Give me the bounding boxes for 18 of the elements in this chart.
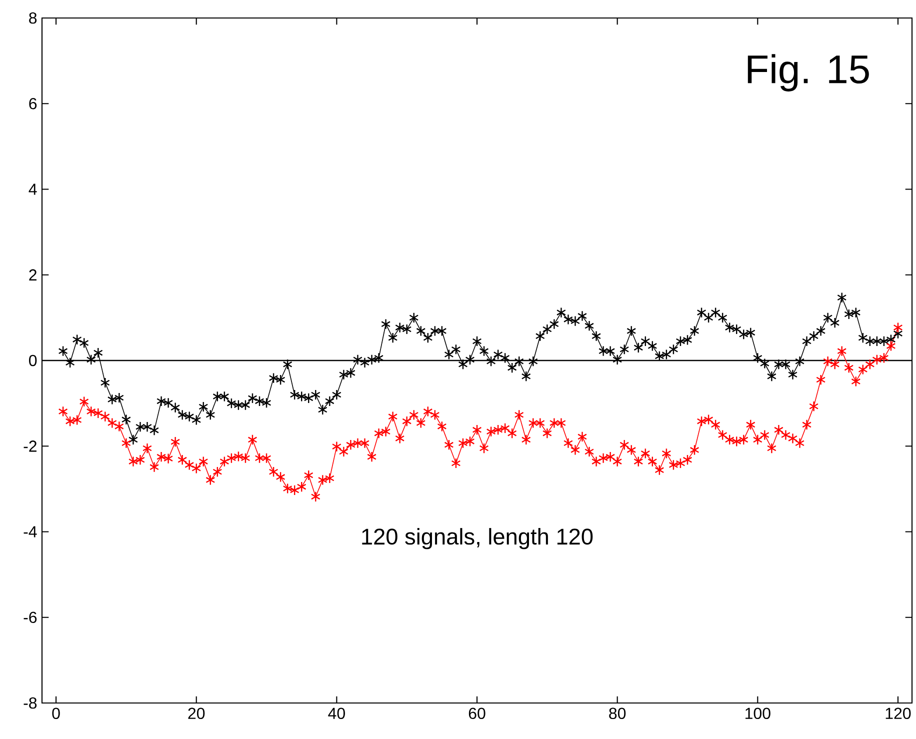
x-tick-label: 60 [468,708,486,720]
y-tick-label: 8 [29,12,37,24]
x-tick-label: 100 [746,708,770,720]
y-tick-label: 2 [29,269,36,280]
annotation: 120 signals, length 120 [362,528,593,550]
y-tick-label: -2 [24,440,36,452]
y-tick-label: -6 [24,612,37,624]
x-tick-label: 40 [328,708,345,720]
y-tick-label: 0 [29,354,37,366]
y-tick-label: -8 [24,697,37,709]
y-tick-label: 4 [28,184,37,195]
x-tick-label: 80 [609,708,626,720]
x-tick-label: 120 [886,708,911,720]
y-tick-label: -4 [24,526,37,538]
x-tick-label: 20 [188,708,205,720]
annotation: Fig. 15 [748,54,869,92]
y-tick-label: 6 [29,98,37,110]
x-tick-label: 0 [52,708,60,720]
